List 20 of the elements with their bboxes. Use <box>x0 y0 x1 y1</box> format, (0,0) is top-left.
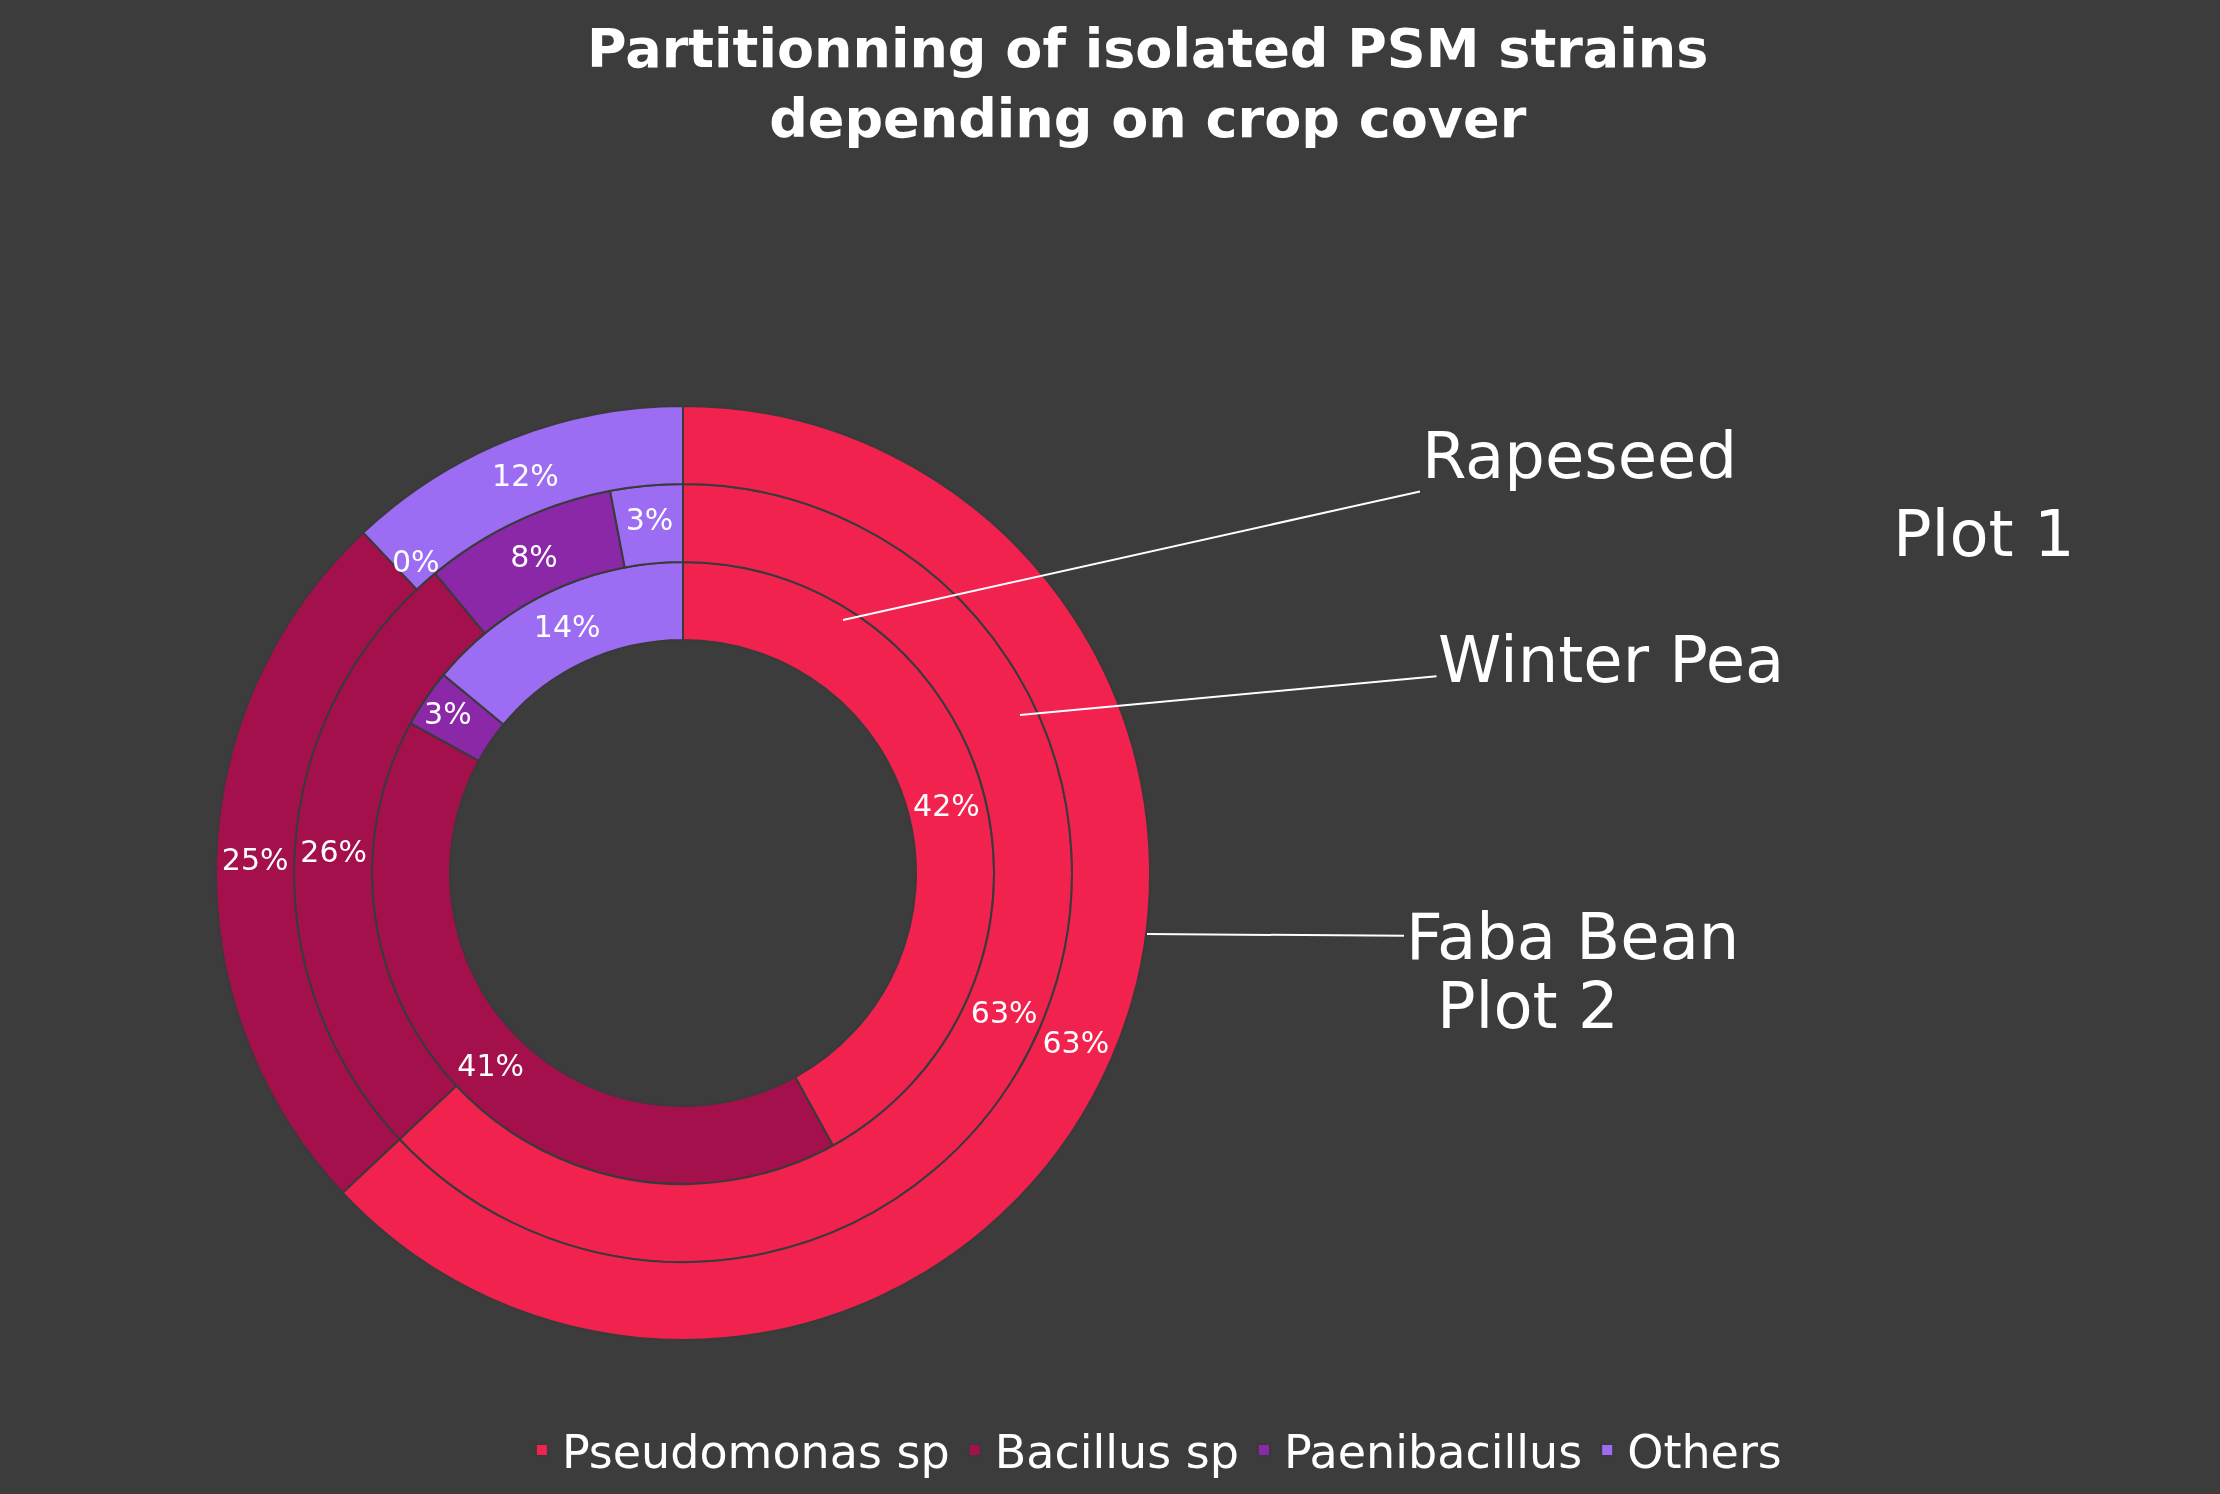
text: Plot 1 <box>1893 497 2075 571</box>
legend-label: Paenibacillus <box>1283 1424 1583 1479</box>
data-label: 8% <box>510 538 558 574</box>
chart-title: Partitionning of isolated PSM strains depending on crop cover <box>587 17 1709 151</box>
data-label: 41% <box>457 1047 525 1083</box>
data-label: 14% <box>533 609 601 645</box>
data-label: 3% <box>424 695 472 731</box>
slice-label: Rapeseed <box>1422 419 1737 493</box>
data-label: 63% <box>970 994 1038 1030</box>
text: 0% <box>392 544 440 579</box>
data-label: 26% <box>300 833 368 869</box>
data-label: 42% <box>913 787 980 823</box>
legend-label: Bacillus sp <box>994 1424 1239 1479</box>
data-label: 3% <box>625 501 674 537</box>
data-label: 25% <box>221 842 289 878</box>
data-label: 12% <box>492 457 559 493</box>
data-label: 63% <box>1042 1025 1110 1061</box>
legend-label: Pseudomonas sp <box>561 1424 950 1479</box>
slice-label: Winter Pea <box>1438 623 1785 697</box>
legend-label: Others <box>1627 1424 1782 1479</box>
